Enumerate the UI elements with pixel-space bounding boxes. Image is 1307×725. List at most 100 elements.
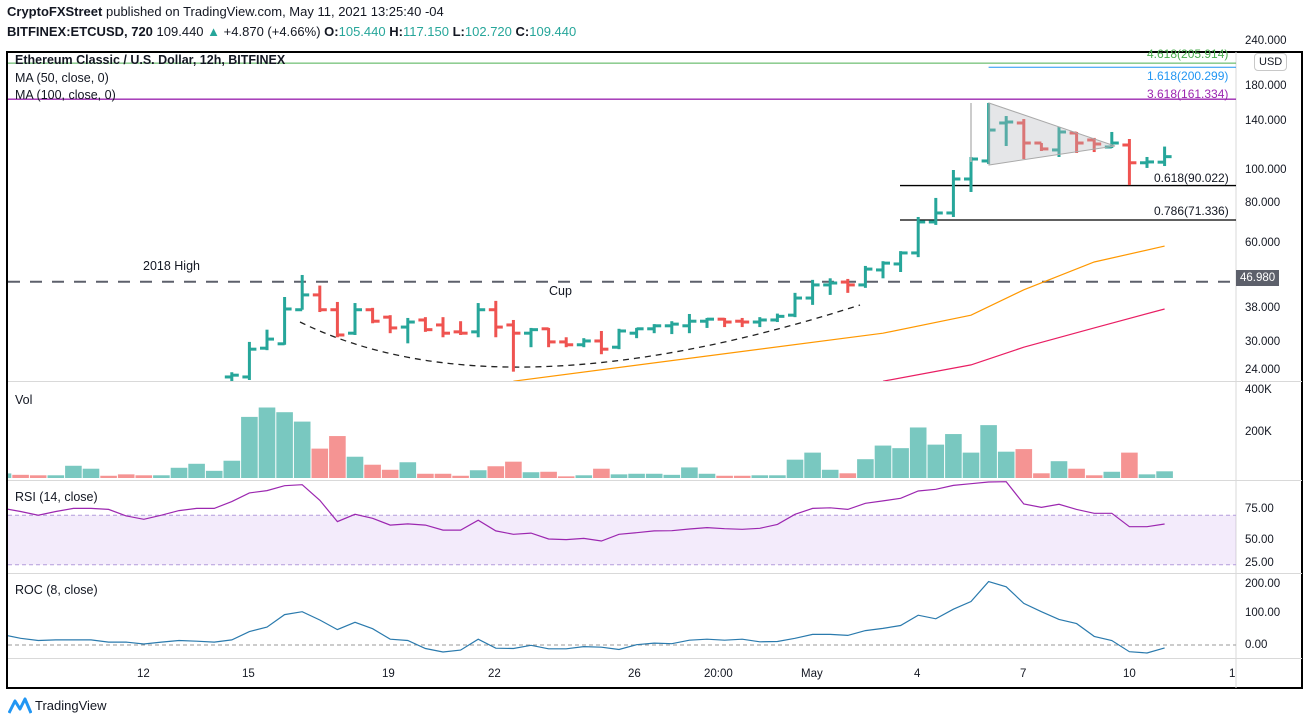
volume-bar: [1050, 461, 1068, 478]
time-tick: 10: [1123, 668, 1136, 680]
legend-rsi[interactable]: RSI (14, close): [15, 490, 98, 504]
volume-bar: [1103, 471, 1121, 478]
volume-bar: [645, 473, 663, 478]
volume-bar: [628, 473, 645, 478]
ohlc-bar: [1034, 141, 1049, 151]
legend-ma50[interactable]: MA (50, close, 0): [15, 71, 109, 85]
volume-bar: [276, 412, 293, 478]
volume-bar: [329, 436, 346, 478]
time-tick: May: [801, 668, 823, 680]
volume-bar: [364, 464, 381, 478]
volume-bar: [980, 425, 997, 478]
price-pane[interactable]: [8, 62, 1236, 382]
volume-bar: [733, 475, 751, 478]
chart-title: Ethereum Classic / U.S. Dollar, 12h, BIT…: [15, 53, 286, 67]
volume-bar: [716, 475, 733, 478]
fib-label-3618: 3.618(161.334): [1147, 87, 1229, 101]
rsi-pane[interactable]: [3, 481, 1236, 566]
ohlc-bar: [876, 261, 890, 279]
price-badge-2018-high: 46.980: [1236, 270, 1280, 286]
ohlc-bar: [453, 321, 468, 335]
volume-bar: [346, 456, 364, 478]
ohlc-bar: [840, 278, 855, 293]
tradingview-brand: TradingView: [35, 698, 107, 713]
price-tick: 80.000: [1245, 197, 1281, 209]
price-tick: 180.000: [1245, 80, 1287, 92]
volume-bar: [681, 467, 698, 478]
ohlc-bar: [664, 321, 679, 335]
currency-button[interactable]: USD: [1254, 53, 1288, 71]
volume-pane[interactable]: [0, 407, 1173, 479]
ohlc-bar: [418, 317, 433, 332]
rsi-tick: 25.00: [1245, 557, 1274, 569]
ohlc-bar: [946, 170, 961, 217]
price-change: +4.870 (+4.66%): [223, 24, 321, 39]
ohlc-bar: [1140, 156, 1154, 168]
legend-volume[interactable]: Vol: [15, 393, 33, 407]
ohlc-bar: [612, 328, 626, 350]
volume-bar: [857, 459, 874, 478]
volume-bar: [487, 466, 505, 478]
price-tick: 140.000: [1245, 115, 1287, 127]
volume-bar: [1121, 452, 1138, 478]
volume-bar: [698, 473, 716, 478]
close-label: C:: [515, 24, 530, 39]
price-tick: 30.000: [1245, 336, 1281, 348]
volume-bar: [12, 474, 29, 478]
ohlc-bar: [594, 330, 609, 355]
publisher-name[interactable]: CryptoFXStreet: [7, 4, 103, 19]
fib-label-4618: 4.618(205.914): [1147, 47, 1229, 61]
ohlc-bar: [805, 279, 820, 305]
ohlc-bar: [770, 313, 785, 323]
open-value: 105.440: [338, 24, 386, 39]
fib-label-0786: 0.786(71.336): [1154, 204, 1229, 218]
volume-bar: [417, 473, 434, 478]
volume-bar: [1138, 474, 1156, 478]
close-value: 109.440: [529, 24, 577, 39]
price-tick: 38.000: [1245, 302, 1281, 314]
label-2018-high: 2018 High: [143, 259, 200, 273]
ohlc-bar: [788, 292, 802, 318]
publish-info: CryptoFXStreet published on TradingView.…: [7, 4, 444, 20]
volume-bar: [1085, 475, 1103, 478]
ohlc-bar: [928, 197, 943, 225]
legend-ma100[interactable]: MA (100, close, 0): [15, 88, 116, 102]
volume-bar: [927, 444, 945, 478]
price-tick: 60.000: [1245, 237, 1281, 249]
volume-bar: [452, 475, 469, 478]
volume-bar: [892, 448, 909, 478]
volume-bar: [100, 475, 117, 478]
fib-label-0618: 0.618(90.022): [1154, 171, 1229, 185]
ohlc-bar: [312, 285, 327, 313]
time-tick: 19: [382, 668, 395, 680]
ohlc-bar: [893, 251, 908, 272]
low-label: L:: [452, 24, 465, 39]
ohlc-bar: [1087, 137, 1102, 153]
volume-bar: [29, 475, 47, 478]
volume-bar: [945, 434, 962, 478]
ohlc-bar: [752, 317, 767, 328]
volume-bar: [804, 452, 821, 478]
volume-bar: [241, 416, 258, 478]
symbol: BITFINEX:ETCUSD, 720: [7, 24, 153, 39]
time-tick: 22: [488, 668, 501, 680]
volume-bar: [821, 469, 839, 478]
volume-bar: [751, 475, 769, 478]
high-value: 117.150: [402, 24, 449, 39]
volume-bar: [188, 463, 205, 478]
volume-bar: [135, 475, 153, 478]
rsi-band: [8, 515, 1236, 565]
volume-bar: [522, 472, 540, 478]
ohlc-bar: [330, 301, 345, 338]
tradingview-logo[interactable]: TradingView: [8, 697, 107, 715]
ohlc-bar: [717, 317, 732, 328]
tradingview-logo-icon: [8, 697, 32, 714]
roc-tick: 0.00: [1245, 639, 1268, 651]
roc-pane[interactable]: [3, 580, 1236, 654]
ohlc-bar: [365, 307, 380, 324]
volume-bar: [399, 462, 417, 478]
volume-bar: [65, 465, 82, 478]
legend-roc[interactable]: ROC (8, close): [15, 583, 98, 597]
ohlc-bar: [629, 327, 644, 339]
